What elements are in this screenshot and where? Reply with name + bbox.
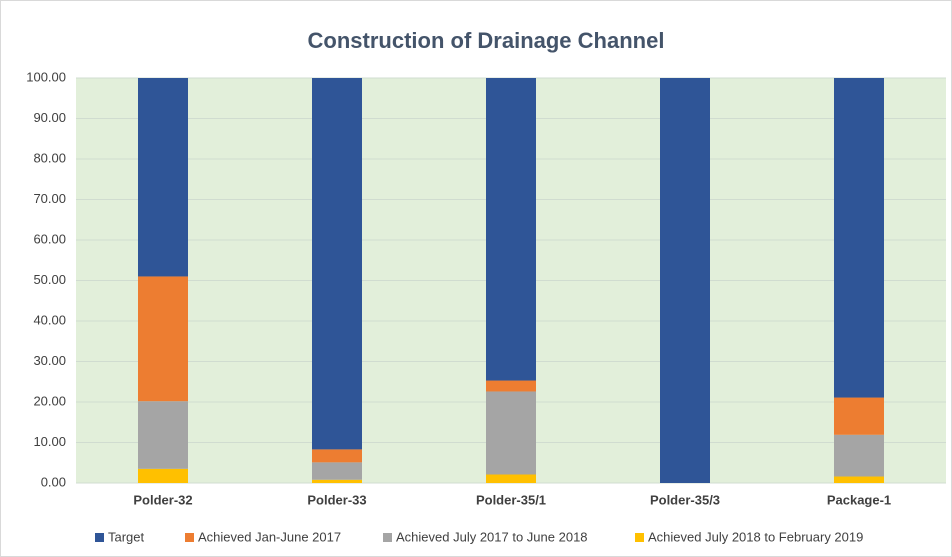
legend-label: Achieved July 2018 to February 2019 [648, 529, 863, 544]
x-tick-label: Polder-35/3 [650, 492, 720, 507]
bar-segment [486, 78, 536, 381]
bar-segment [138, 78, 188, 277]
y-tick-label: 90.00 [33, 110, 66, 125]
bar-segment [138, 401, 188, 469]
bar-segment [312, 449, 362, 463]
legend-label: Target [108, 529, 145, 544]
bar-segment [660, 78, 710, 483]
y-tick-label: 50.00 [33, 272, 66, 287]
bar-segment [834, 78, 884, 398]
y-tick-label: 10.00 [33, 434, 66, 449]
bar-segment [834, 434, 884, 477]
y-tick-label: 100.00 [26, 69, 66, 84]
y-tick-label: 0.00 [41, 474, 66, 489]
bar-segment [834, 476, 884, 483]
bar-segment [138, 276, 188, 402]
bar-segment [486, 474, 536, 483]
legend-label: Achieved Jan-June 2017 [198, 529, 341, 544]
y-tick-label: 30.00 [33, 353, 66, 368]
legend-swatch [95, 533, 104, 542]
bar-segment [138, 468, 188, 483]
bar-segment [312, 462, 362, 480]
x-tick-label: Polder-32 [133, 492, 192, 507]
bar-segment [486, 380, 536, 392]
y-tick-label: 20.00 [33, 393, 66, 408]
chart-title: Construction of Drainage Channel [308, 28, 665, 53]
x-tick-label: Package-1 [827, 492, 891, 507]
y-tick-label: 80.00 [33, 150, 66, 165]
y-tick-label: 40.00 [33, 312, 66, 327]
x-tick-label: Polder-35/1 [476, 492, 546, 507]
x-tick-label: Polder-33 [307, 492, 366, 507]
bar-segment [312, 78, 362, 450]
y-tick-label: 60.00 [33, 231, 66, 246]
bar-segment [834, 397, 884, 435]
legend-swatch [635, 533, 644, 542]
bar-segment [312, 479, 362, 483]
legend-label: Achieved July 2017 to June 2018 [396, 529, 588, 544]
legend-swatch [185, 533, 194, 542]
y-tick-label: 70.00 [33, 191, 66, 206]
legend-swatch [383, 533, 392, 542]
bar-segment [486, 391, 536, 475]
